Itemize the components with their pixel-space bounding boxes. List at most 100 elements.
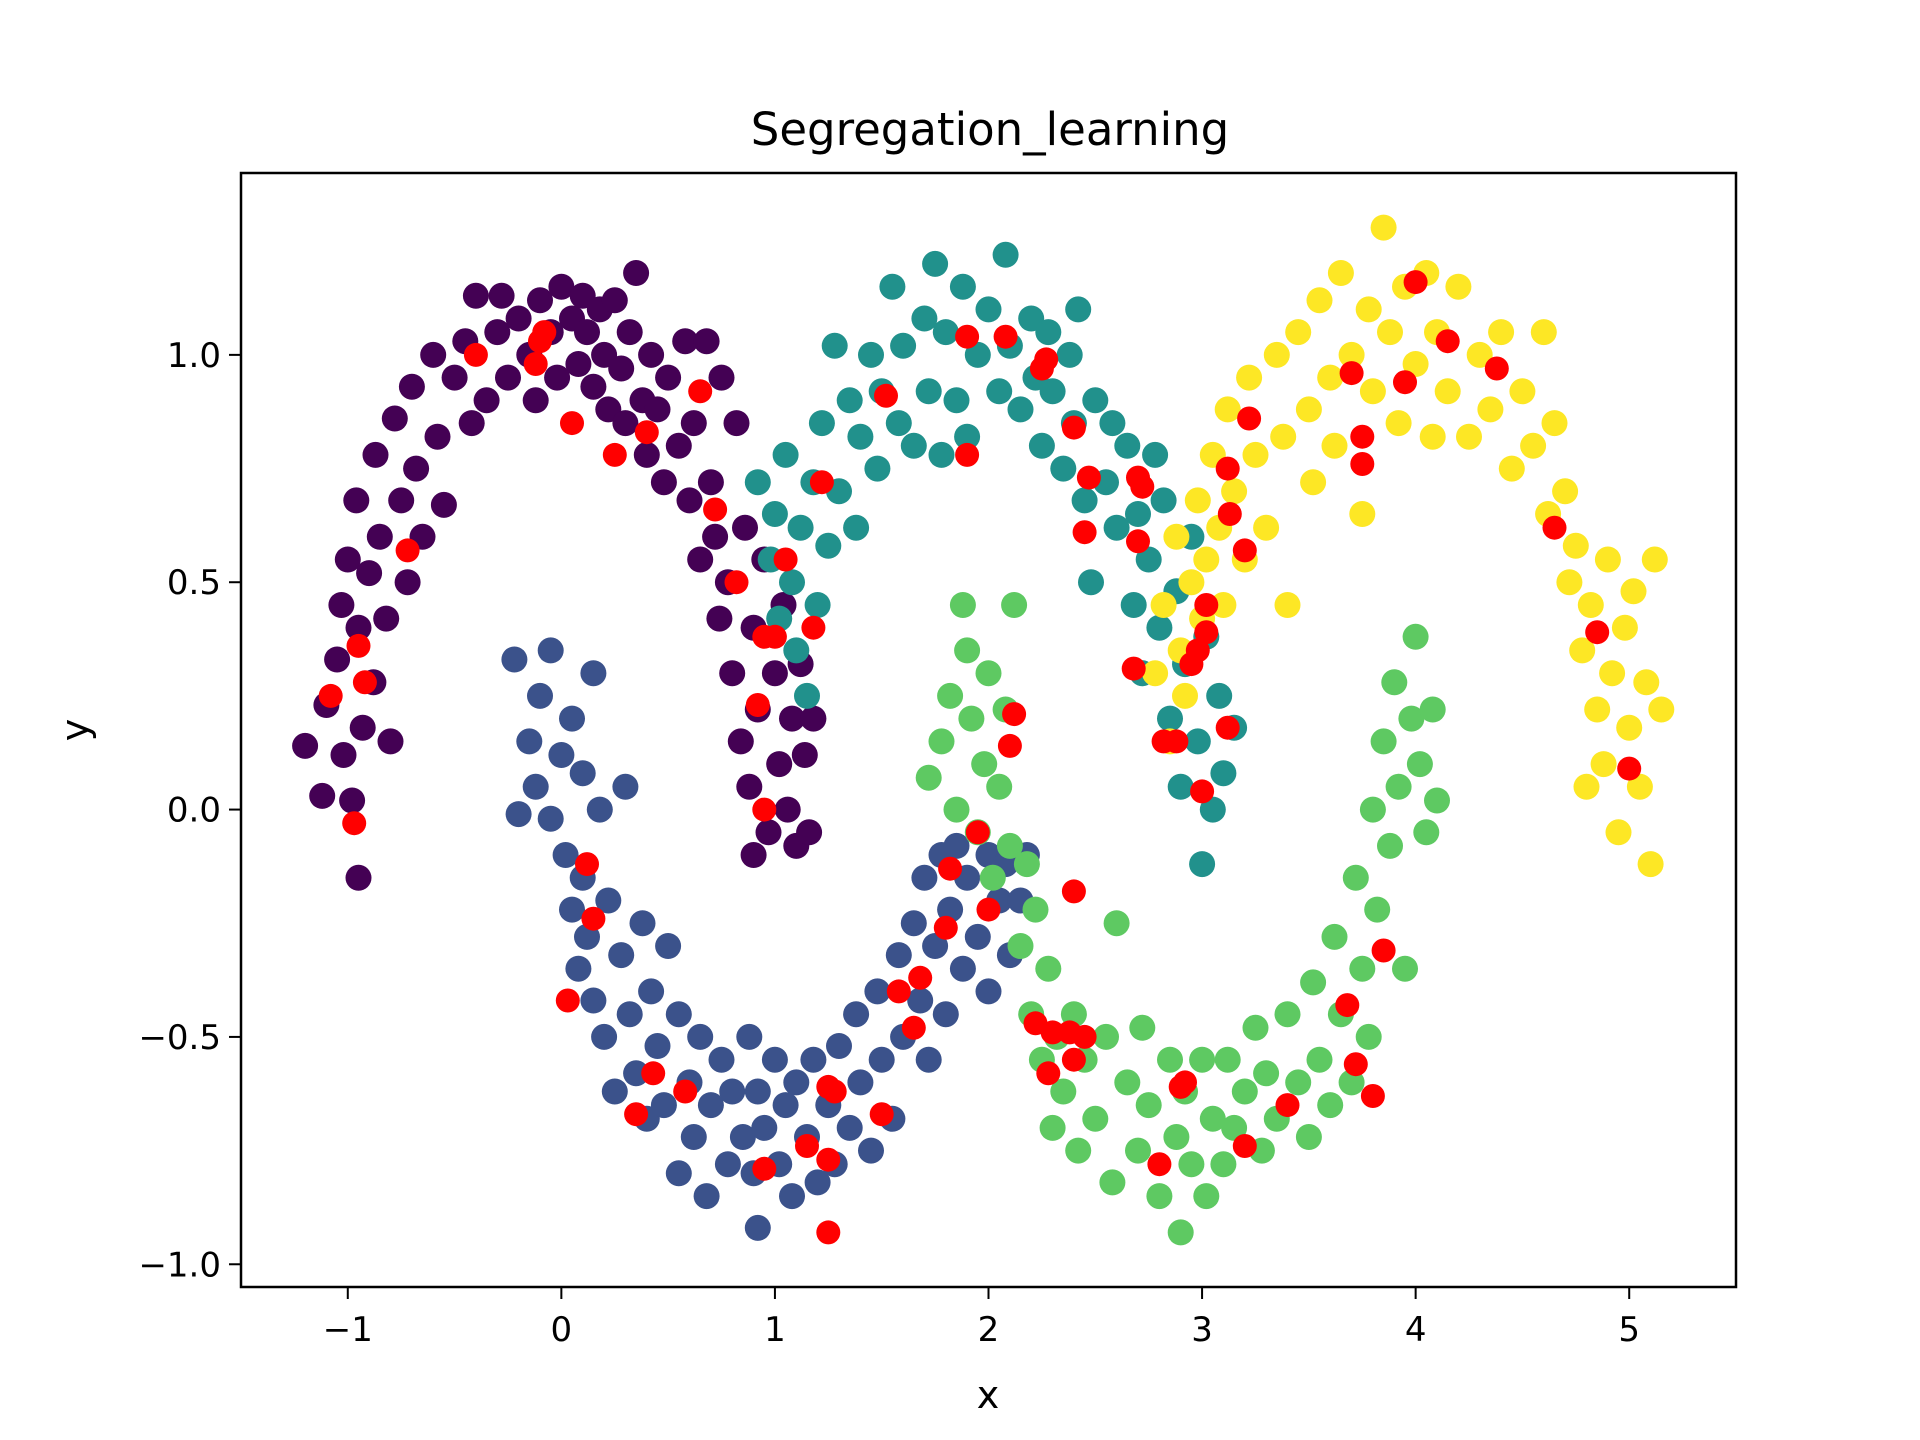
data-point	[954, 423, 981, 450]
data-point	[601, 287, 628, 314]
data-point	[869, 1102, 894, 1127]
data-point	[1194, 593, 1219, 617]
data-point	[629, 910, 656, 937]
data-point	[761, 1046, 788, 1073]
data-point	[821, 332, 848, 359]
data-point	[1135, 1092, 1162, 1119]
data-point	[886, 979, 911, 1004]
data-point	[328, 592, 355, 618]
data-point	[1221, 478, 1248, 505]
data-point	[516, 728, 543, 755]
data-point	[1321, 432, 1348, 459]
data-point	[1641, 546, 1668, 573]
data-point	[1184, 487, 1211, 514]
data-point	[1509, 378, 1536, 405]
data-point	[1626, 773, 1653, 800]
data-point	[791, 742, 818, 768]
data-point	[1206, 682, 1233, 709]
data-point	[687, 546, 714, 573]
data-point	[796, 819, 823, 846]
data-point	[1146, 1183, 1173, 1210]
data-point	[766, 751, 793, 778]
data-point	[874, 383, 898, 408]
data-point	[1125, 1137, 1151, 1164]
data-point	[1419, 423, 1446, 450]
data-point	[1435, 329, 1460, 354]
data-point	[638, 341, 665, 368]
data-point	[900, 432, 927, 459]
data-point	[922, 250, 949, 277]
data-point	[1194, 620, 1219, 645]
data-point	[1120, 592, 1147, 618]
data-point	[1605, 819, 1632, 846]
data-point	[986, 378, 1013, 405]
data-point	[911, 305, 938, 332]
data-point	[907, 987, 934, 1014]
data-point	[1456, 423, 1482, 450]
data-point	[1402, 623, 1429, 650]
data-point	[569, 760, 596, 787]
data-point	[430, 491, 457, 518]
data-point	[616, 1001, 643, 1028]
data-point	[1274, 592, 1301, 618]
data-point	[693, 1183, 720, 1210]
data-point	[727, 728, 754, 755]
series-1	[501, 637, 1040, 1241]
y-axis-label: y	[53, 719, 97, 742]
data-point	[1121, 656, 1146, 681]
data-point	[1039, 378, 1066, 405]
data-point	[676, 487, 703, 514]
data-point	[719, 660, 746, 687]
data-point	[997, 733, 1022, 758]
data-point	[1295, 396, 1322, 423]
data-point	[441, 364, 468, 391]
data-point	[1584, 696, 1611, 723]
data-point	[688, 379, 713, 404]
y-axis: −1.0 −0.5 0.0 0.5 1.0	[138, 336, 241, 1285]
data-point	[1445, 273, 1472, 300]
data-point	[1034, 347, 1059, 372]
data-point	[762, 624, 787, 649]
data-point	[1193, 546, 1220, 573]
data-point	[398, 373, 425, 400]
data-point	[680, 1124, 707, 1150]
data-point	[1078, 569, 1104, 596]
data-point	[755, 819, 782, 846]
data-point	[1193, 1183, 1220, 1210]
data-point	[495, 364, 521, 391]
data-point	[1306, 287, 1333, 314]
data-point	[1232, 538, 1257, 563]
data-point	[1406, 751, 1433, 778]
x-tick-label: 5	[1618, 1310, 1640, 1350]
data-point	[1179, 652, 1204, 677]
data-point	[612, 773, 639, 800]
data-point	[697, 1092, 724, 1119]
data-point	[1611, 614, 1638, 641]
data-point	[1114, 1069, 1141, 1096]
data-point	[1541, 410, 1568, 437]
data-point	[565, 351, 592, 377]
data-point	[965, 820, 990, 845]
data-point	[343, 487, 370, 514]
data-point	[1135, 546, 1162, 573]
data-point	[751, 1114, 778, 1141]
data-point	[975, 296, 1002, 323]
data-point	[345, 614, 372, 641]
data-point	[1072, 520, 1097, 545]
data-point	[752, 1156, 777, 1181]
data-point	[616, 319, 643, 346]
data-point	[1392, 955, 1418, 982]
data-point	[1215, 715, 1240, 740]
data-point	[996, 832, 1023, 859]
data-point	[809, 470, 834, 495]
data-point	[993, 324, 1018, 349]
data-point	[473, 387, 500, 414]
data-point	[665, 1001, 692, 1028]
data-point	[1343, 1052, 1368, 1077]
data-point	[864, 455, 891, 482]
data-point	[1099, 410, 1126, 437]
data-point	[1350, 424, 1375, 449]
data-point	[505, 305, 532, 332]
data-point	[908, 965, 933, 990]
x-tick-label: 2	[978, 1310, 1000, 1350]
